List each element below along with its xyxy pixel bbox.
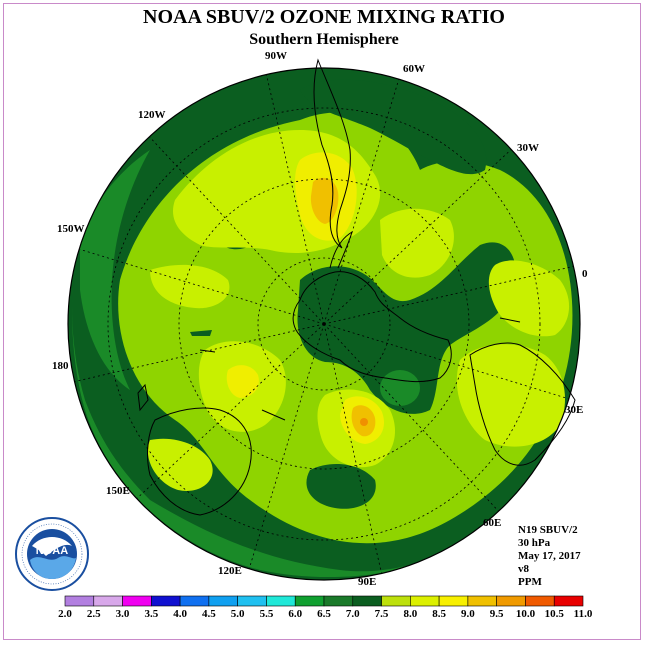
- colorbar-tick-label: 11.0: [573, 608, 593, 620]
- sea-ice-edge: [199, 317, 521, 421]
- colorbar-cell: [266, 595, 296, 607]
- colorbar-tick-label: 7.0: [345, 608, 360, 620]
- colorbar-cell: [323, 595, 354, 607]
- colorbar-tick-label: 6.0: [288, 608, 303, 620]
- colorbar-tick-label: 5.5: [259, 608, 274, 620]
- version-label: v8: [518, 563, 529, 575]
- colorbar-cell: [208, 595, 238, 607]
- colorbar-tick-label: 10.0: [515, 608, 536, 620]
- field-contour-8.5-b: [226, 365, 259, 398]
- colorbar-cell: [294, 595, 325, 607]
- noaa-logo: NOAA: [15, 517, 89, 591]
- colorbar-tick-label: 3.0: [115, 608, 130, 620]
- colorbar-cell: [467, 595, 497, 607]
- colorbar-tick-label: 6.5: [317, 608, 331, 620]
- colorbar-tick-label: 5.0: [230, 608, 245, 620]
- field-top-dark: [300, 79, 487, 175]
- colorbar-tick-label: 8.5: [432, 608, 446, 620]
- antarctica-outline: [292, 271, 452, 383]
- colorbar-tick-label: 9.5: [489, 608, 504, 620]
- colorbar-cell: [352, 595, 382, 607]
- colorbar-cell: [64, 595, 95, 607]
- south-america-outline: [313, 58, 351, 249]
- lon-label-0: 0: [582, 268, 588, 280]
- colorbar-cell: [122, 595, 152, 607]
- lon-label-120w: 120W: [138, 109, 166, 121]
- noaa-logo-text: NOAA: [36, 545, 68, 557]
- satellite-label: N19 SBUV/2: [518, 524, 578, 536]
- field-contour-8.0-c: [150, 264, 230, 309]
- field-polar-vortex-7.0: [297, 242, 516, 414]
- field-blob-7.0-c: [190, 330, 212, 336]
- colorbar-cell: [438, 595, 469, 607]
- colorbar-tick-label: 2.5: [86, 608, 101, 620]
- lon-label-180: 180: [52, 360, 69, 372]
- hemisphere-boundary: [67, 67, 581, 581]
- africa-outline: [469, 342, 576, 466]
- colorbar-cell: [151, 595, 181, 607]
- australia-outline: [147, 407, 252, 516]
- colorbar-cell: [410, 595, 440, 607]
- lon-label-30w: 30W: [517, 142, 539, 154]
- pressure-level-label: 30 hPa: [518, 537, 551, 549]
- lon-label-150e: 150E: [106, 485, 130, 497]
- colorbar-tick-label: 4.5: [202, 608, 216, 620]
- colorbar-cell: [93, 595, 123, 607]
- colorbar-cell: [553, 595, 584, 607]
- colorbar-tick-label: 4.0: [173, 608, 187, 620]
- lon-label-90e: 90E: [358, 576, 377, 588]
- field-contour-8.0-b: [380, 208, 454, 278]
- colorbar-tick-label: 2.0: [58, 608, 72, 620]
- colorbar-tick-label: 8.0: [403, 608, 418, 620]
- colorbar-cell: [237, 595, 267, 607]
- map-subtitle: Southern Hemisphere: [249, 31, 399, 48]
- latitude-circle-60s: [178, 178, 470, 470]
- colorbar-tick-label: 9.0: [461, 608, 475, 620]
- field-contour-9.0-a: [310, 177, 339, 224]
- colorbar-tick-label: 10.5: [544, 608, 564, 620]
- colorbar-cell: [525, 595, 555, 607]
- field-blob-7.0-b: [306, 464, 376, 509]
- colorbar-cell: [179, 595, 210, 607]
- field-contour-6.5-b: [80, 150, 150, 390]
- product-info: N19 SBUV/2 30 hPa May 17, 2017 v8 PPM: [518, 524, 581, 589]
- new-zealand-outline: [137, 383, 149, 412]
- lon-label-150w: 150W: [57, 223, 85, 235]
- colorbar-cell: [496, 595, 526, 607]
- date-label: May 17, 2017: [518, 550, 581, 562]
- latitude-circle-75s: [257, 257, 391, 391]
- field-contour-8.0-f: [456, 344, 565, 447]
- field-contour-8.0-g: [147, 438, 213, 491]
- lon-label-60e: 60E: [483, 517, 502, 529]
- map-title: NOAA SBUV/2 OZONE MIXING RATIO: [143, 6, 505, 28]
- lon-label-90w: 90W: [265, 50, 287, 62]
- field-contour-8.0-h: [488, 260, 570, 337]
- colorbar-tick-label: 3.5: [144, 608, 159, 620]
- colorbar-cell: [381, 595, 411, 607]
- units-label: PPM: [518, 576, 542, 588]
- lon-label-30e: 30E: [565, 404, 584, 416]
- field-contour-9.5: [360, 418, 368, 426]
- lon-label-120e: 120E: [218, 565, 242, 577]
- latitude-circle-45s: [107, 107, 541, 541]
- figure-frame: [3, 3, 641, 640]
- colorbar-tick-label: 7.5: [374, 608, 389, 620]
- lon-label-60w: 60W: [403, 63, 425, 75]
